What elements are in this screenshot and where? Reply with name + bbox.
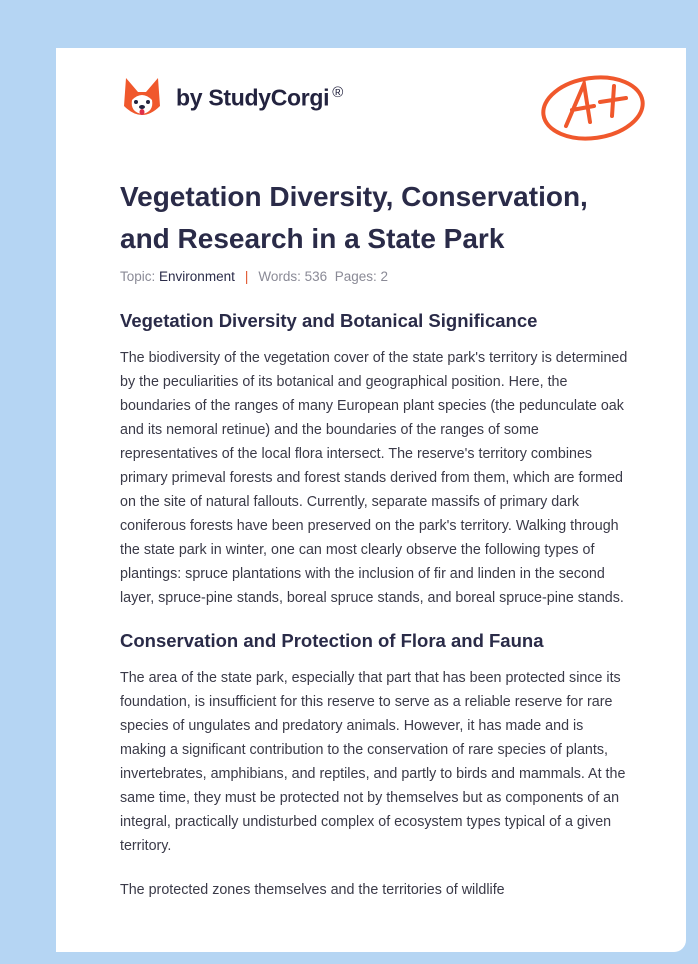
article-body: Vegetation Diversity and Botanical Signi… [120,310,630,922]
topic-link[interactable]: Environment [159,269,235,284]
section-heading: Vegetation Diversity and Botanical Signi… [120,310,538,331]
corgi-icon [124,78,160,115]
document-card: by StudyCorgi ® Vegetation Diversity, Con… [56,48,686,952]
paragraph: The biodiversity of the vegetation cover… [120,350,628,606]
a-plus-grade-icon [541,75,645,141]
page-title: Vegetation Diversity, Conservation, and … [120,181,588,254]
paragraph: The area of the state park, especially t… [120,670,626,854]
paragraph: The protected zones themselves and the t… [120,882,505,898]
brand-name: by StudyCorgi ® [176,84,344,111]
studycorgi-logo[interactable]: by StudyCorgi ® [122,76,343,120]
article-meta: Topic: Environment | Words: 536 Pages: 2 [120,269,388,284]
section-heading: Conservation and Protection of Flora and… [120,630,544,651]
